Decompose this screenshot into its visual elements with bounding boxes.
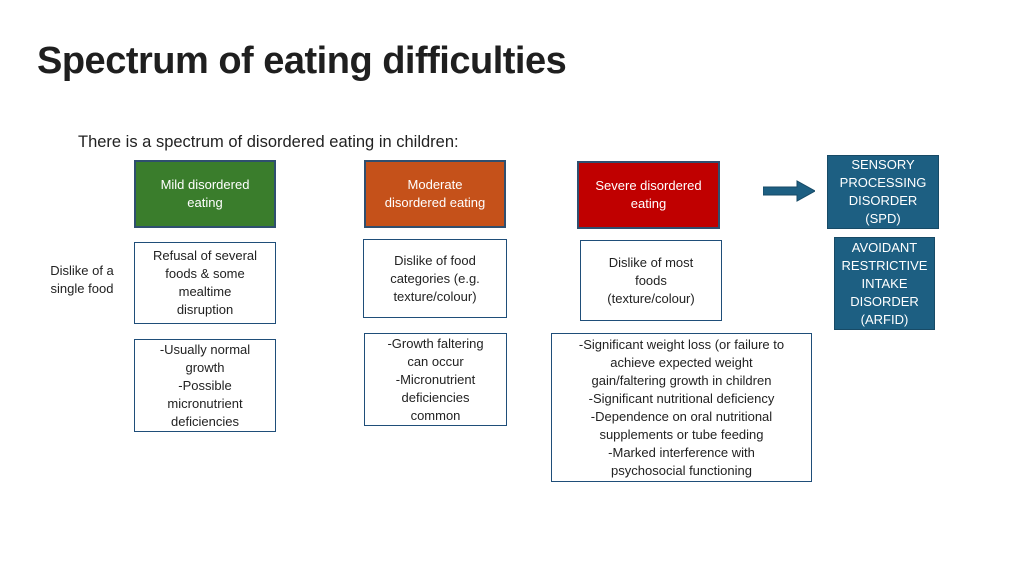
single-food-label: Dislike of a single food [50,263,114,296]
intro-text: There is a spectrum of disordered eating… [78,133,459,151]
mild-outcome-box: -Usually normal growth -Possible micronu… [134,339,276,432]
moderate-header-box: Moderate disordered eating [364,160,506,228]
arfid-box: AVOIDANT RESTRICTIVE INTAKE DISORDER (AR… [834,237,935,330]
moderate-outcome-box: -Growth faltering can occur -Micronutrie… [364,333,507,426]
severe-dislike-box: Dislike of most foods (texture/colour) [580,240,722,321]
page-title: Spectrum of eating difficulties [37,40,567,82]
severe-header-box: Severe disordered eating [577,161,720,229]
moderate-dislike-box: Dislike of food categories (e.g. texture… [363,239,507,318]
mild-header-box: Mild disordered eating [134,160,276,228]
spd-box: SENSORY PROCESSING DISORDER (SPD) [827,155,939,229]
severe-outcome-box: -Significant weight loss (or failure to … [551,333,812,482]
mild-dislike-box: Refusal of several foods & some mealtime… [134,242,276,324]
right-arrow-icon [763,180,815,202]
